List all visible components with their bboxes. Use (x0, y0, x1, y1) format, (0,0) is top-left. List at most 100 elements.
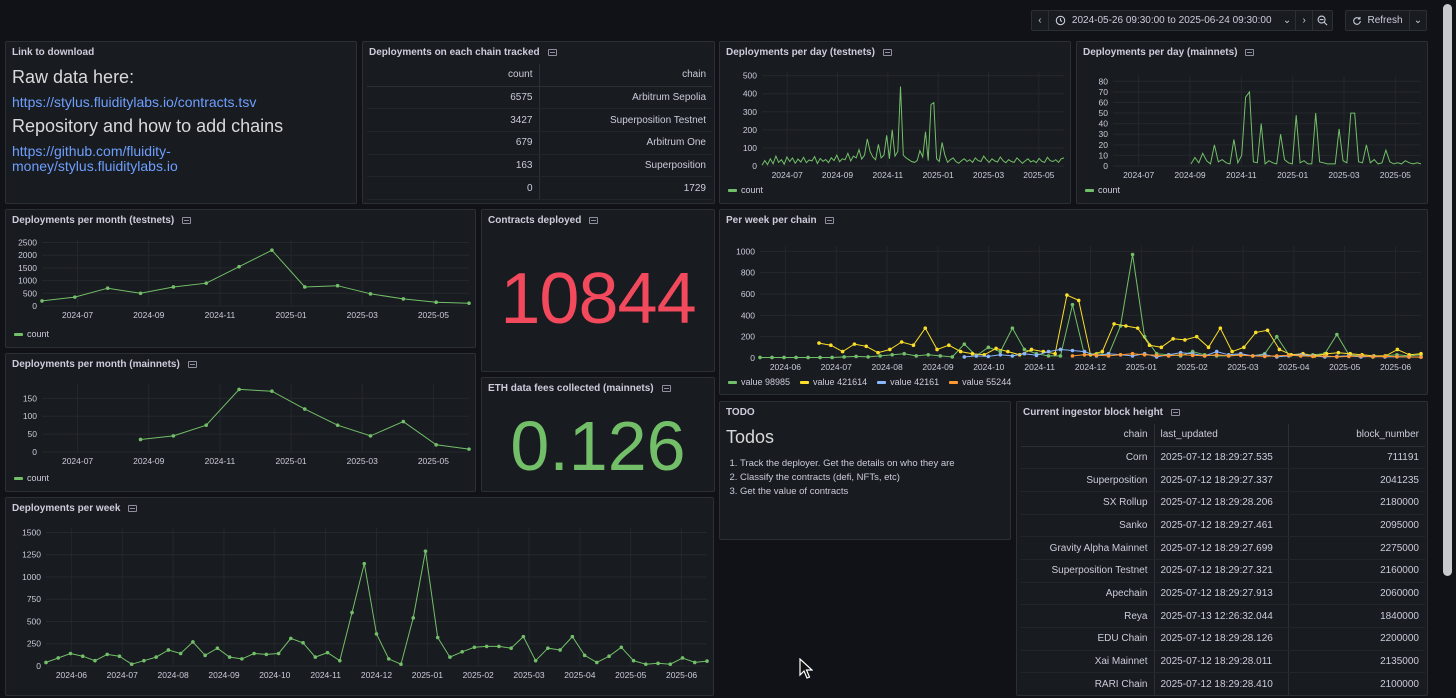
refresh-icon (1353, 16, 1362, 25)
cell-block-number: 2135000 (1288, 650, 1425, 674)
time-range-label: 2024-05-26 09:30:00 to 2025-06-24 09:30:… (1071, 15, 1272, 26)
x-tick-label: 2024-09 (822, 170, 853, 180)
y-tick-label: 750 (27, 594, 41, 604)
panel-info-icon[interactable] (187, 361, 197, 368)
panel-info-icon[interactable] (661, 385, 671, 392)
data-point (950, 355, 955, 359)
data-point (1130, 351, 1135, 356)
data-point (854, 354, 858, 359)
x-tick-label: 2024-12 (1075, 362, 1106, 372)
data-point (840, 349, 845, 354)
cell-last-updated: 2025-07-12 18:29:28.206 (1154, 491, 1289, 515)
time-shift-forward-button[interactable]: › (1296, 11, 1314, 30)
panel-info-icon[interactable] (182, 217, 192, 224)
legend-item[interactable]: count (14, 329, 49, 339)
legend-swatch (728, 380, 737, 384)
data-point (923, 326, 928, 330)
cell-last-updated: 2025-07-12 18:29:27.913 (1154, 582, 1289, 606)
x-tick-label: 2025-03 (347, 456, 378, 466)
panel-info-icon[interactable] (882, 49, 892, 56)
download-markdown: Raw data here: https://stylus.fluidityla… (12, 64, 283, 174)
chart-deployments-per-week[interactable]: 0 250 500 750 1000 1250 1500 2024-06 2024-07 2024… (6, 498, 714, 696)
column-header-count[interactable]: count (367, 64, 540, 87)
legend-item[interactable]: value 98985 (728, 377, 790, 387)
legend-item[interactable]: value 55244 (949, 377, 1011, 387)
y-tick-label: 50 (1099, 108, 1109, 118)
repository-link-line1: https://github.com/fluidity- (12, 143, 171, 159)
data-point (1082, 353, 1087, 357)
x-tick-label: 2024-07 (107, 670, 138, 680)
cell-chain: Corn (1021, 446, 1155, 470)
x-tick-label: 2025-02 (463, 670, 494, 680)
data-point (656, 661, 660, 666)
data-point (1178, 353, 1183, 357)
legend-swatch (877, 380, 887, 384)
column-header-last-updated[interactable]: last_updated (1154, 424, 1289, 447)
panel-info-icon[interactable] (128, 505, 138, 512)
y-tick-label: 1000 (18, 276, 37, 286)
panel-info-icon[interactable] (1245, 49, 1255, 56)
data-point (1194, 334, 1199, 339)
repository-link[interactable]: https://github.com/fluidity- money/stylu… (12, 144, 283, 174)
data-point (1250, 354, 1255, 358)
panel-info-icon[interactable] (1171, 409, 1181, 416)
refresh-interval-dropdown[interactable]: ⌄ (1410, 11, 1426, 30)
refresh-button[interactable]: Refresh (1346, 11, 1410, 30)
data-point (399, 662, 403, 667)
data-point (1336, 350, 1341, 355)
page-scrollbar-thumb[interactable] (1443, 4, 1452, 576)
x-tick-label: 2025-05 (1329, 362, 1360, 372)
cell-chain: Superposition (1021, 468, 1155, 492)
data-point (252, 651, 256, 656)
cell-block-number: 711191 (1288, 446, 1425, 470)
data-point (974, 354, 979, 358)
panel-info-icon[interactable] (824, 217, 834, 224)
raw-data-link[interactable]: https://stylus.fluiditylabs.io/contracts… (12, 94, 257, 110)
panel-info-icon[interactable] (589, 217, 599, 224)
column-header-chain[interactable]: chain (539, 64, 712, 87)
legend-item[interactable]: count (14, 473, 49, 483)
data-point (1238, 353, 1243, 358)
x-tick-label: 2024-11 (205, 456, 236, 466)
data-point (448, 655, 452, 659)
cell-chain: SX Rollup (1021, 491, 1155, 515)
chart-deployments-per-month-testnets[interactable]: 0 500 1000 1500 2000 2500 2024-07 2024-09 2024-1… (6, 210, 476, 348)
legend-item[interactable]: value 42161 (877, 377, 939, 387)
chart-deployments-per-month-mainnets[interactable]: 0 50 100 150 2024-07 2024-09 2024-11 2025-01 202… (6, 354, 476, 492)
data-point (1058, 354, 1063, 358)
cell-count: 0 (367, 176, 540, 200)
column-header-chain[interactable]: chain (1021, 424, 1155, 447)
legend-swatch (800, 380, 810, 384)
data-point (878, 354, 882, 358)
legend-item[interactable]: count (728, 185, 763, 195)
y-tick-label: 70 (1099, 87, 1109, 97)
data-point (434, 300, 438, 304)
column-header-block-number[interactable]: block_number (1288, 424, 1425, 447)
data-point (1166, 354, 1171, 358)
data-point (1299, 354, 1303, 358)
data-point (1371, 355, 1375, 359)
chart-per-week-per-chain[interactable]: 0 200 400 600 800 1000 2024-06 2024-07 2024-08 20… (720, 210, 1428, 395)
data-point (830, 355, 834, 360)
data-point (970, 351, 975, 356)
time-shift-back-button[interactable]: ‹ (1032, 11, 1049, 30)
data-point (138, 437, 143, 442)
data-point (962, 342, 967, 346)
x-tick-label: 2025-03 (1227, 362, 1258, 372)
data-point (401, 419, 406, 424)
cell-block-number: 2060000 (1288, 582, 1425, 606)
panel-info-icon[interactable] (547, 49, 557, 56)
chart-legend: count (728, 185, 763, 195)
time-range-picker[interactable]: 2024-05-26 09:30:00 to 2025-06-24 09:30:… (1049, 11, 1297, 30)
y-tick-label: 300 (743, 107, 757, 117)
y-tick-label: 250 (27, 639, 41, 649)
panel-deployments-per-month-mainnets: Deployments per month (mainnets) 0 50 100 1… (5, 353, 476, 492)
legend-item[interactable]: value 421614 (800, 377, 867, 387)
chart-deployments-per-day-testnets[interactable]: 0 100 200 300 400 500 2024-07 2024-09 2024-11 202… (720, 42, 1071, 204)
data-point (289, 636, 293, 641)
x-tick-label: 2024-09 (133, 456, 164, 466)
legend-item[interactable]: count (1085, 185, 1120, 195)
zoom-out-button[interactable] (1313, 11, 1332, 30)
x-tick-label: 2024-11 (1024, 362, 1055, 372)
